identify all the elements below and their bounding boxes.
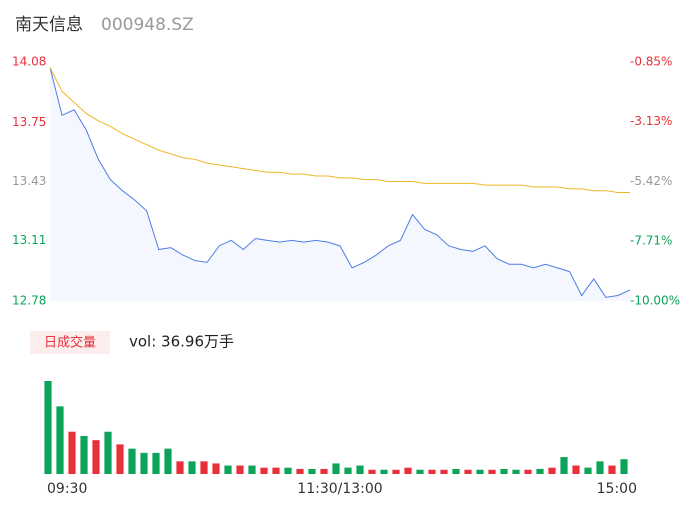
volume-bar <box>548 467 556 474</box>
volume-bar <box>284 467 292 474</box>
y-tick-label: 12.78 <box>12 294 46 308</box>
volume-bar <box>416 469 424 474</box>
volume-bar <box>488 469 496 474</box>
average-line <box>49 67 630 194</box>
volume-bar <box>368 469 376 474</box>
y2-tick-label: -0.85% <box>630 55 672 69</box>
volume-label: 日成交量 <box>44 335 96 351</box>
x-tick-label: 15:00 <box>597 481 637 497</box>
volume-text: vol: 36.96万手 <box>129 333 234 351</box>
volume-bar <box>404 467 412 474</box>
volume-bar <box>428 469 436 474</box>
volume-bar <box>596 461 604 474</box>
volume-bar <box>44 381 52 474</box>
y2-tick-label: -10.00% <box>630 294 680 308</box>
volume-bar <box>620 459 628 474</box>
volume-bar <box>560 457 568 474</box>
volume-bar <box>164 448 172 474</box>
price-line <box>49 67 631 298</box>
volume-bar <box>500 468 508 474</box>
x-tick-label: 11:30/13:00 <box>297 481 382 497</box>
stock-name: 南天信息 <box>15 15 83 35</box>
y2-tick-label: -3.13% <box>630 114 672 128</box>
y-tick-label: 13.43 <box>12 174 46 188</box>
volume-bar <box>188 461 196 474</box>
y2-tick-label: -5.42% <box>630 174 672 188</box>
y-tick-label: 13.11 <box>12 233 46 247</box>
volume-bar <box>80 435 88 474</box>
x-tick-label: 09:30 <box>47 481 87 497</box>
stock-code: 000948.SZ <box>101 15 194 35</box>
volume-bar <box>476 469 484 474</box>
volume-bar <box>68 431 76 474</box>
volume-bar <box>92 440 100 474</box>
volume-bar <box>260 467 268 474</box>
volume-bar <box>104 431 112 474</box>
y2-tick-label: -7.71% <box>630 234 672 248</box>
volume-bar <box>236 465 244 474</box>
volume-bar <box>152 452 160 474</box>
volume-bar <box>248 465 256 474</box>
volume-bar <box>176 461 184 474</box>
volume-bar <box>524 469 532 474</box>
volume-bar <box>272 467 280 474</box>
volume-bar <box>380 469 388 474</box>
volume-bar <box>536 468 544 474</box>
volume-bar <box>356 465 364 474</box>
volume-bar <box>140 452 148 474</box>
volume-bar <box>440 469 448 474</box>
volume-bar <box>116 444 124 474</box>
volume-bar <box>452 468 460 474</box>
volume-bar <box>308 468 316 474</box>
volume-bar <box>572 465 580 474</box>
y-tick-label: 13.75 <box>12 115 46 129</box>
volume-bar <box>344 467 352 474</box>
volume-bar <box>512 469 520 474</box>
volume-bar <box>296 468 304 474</box>
volume-bar <box>212 463 220 474</box>
volume-bar <box>224 465 232 474</box>
y-tick-label: 14.08 <box>12 55 46 69</box>
volume-bar <box>320 468 328 474</box>
volume-tag <box>30 331 110 354</box>
volume-bar <box>332 463 340 474</box>
volume-bar <box>56 406 64 474</box>
volume-bar <box>608 465 616 474</box>
price-area <box>50 67 630 301</box>
volume-bar <box>392 469 400 474</box>
volume-bar <box>128 448 136 474</box>
volume-bar <box>464 469 472 474</box>
volume-bar <box>584 467 592 474</box>
volume-bar <box>200 461 208 474</box>
